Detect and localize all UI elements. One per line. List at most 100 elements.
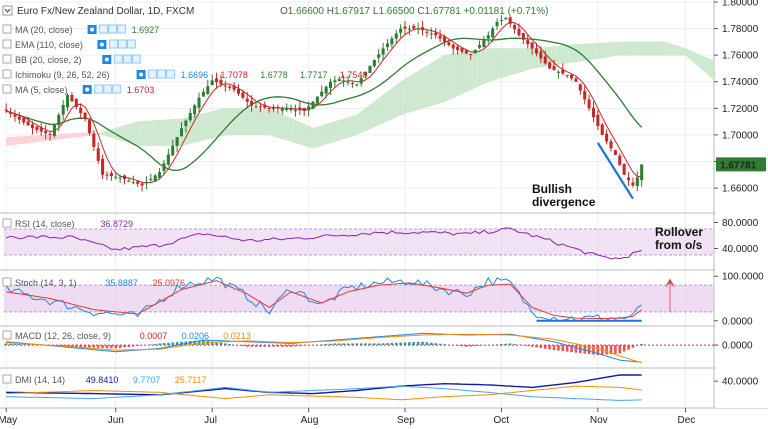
candle-body [320,91,324,97]
cloud-segment [154,120,160,146]
indicator-3-value: 1.6696 [181,70,209,80]
cloud-segment [264,108,270,136]
cloud-segment [431,60,436,107]
candle-body [35,126,39,130]
macd-legend-value: 0.0007 [140,331,168,341]
cloud-segment [558,45,564,65]
candle-body [236,89,241,94]
cloud-segment [606,42,612,58]
cloud-segment [562,45,568,65]
cloud-segment [409,73,415,113]
cloud-segment [321,123,327,146]
candle-body [48,133,52,135]
cloud-segment [76,132,81,138]
candle-body [425,31,429,33]
candle-body [17,116,21,120]
cloud-segment [115,126,121,141]
candle-body [574,78,578,82]
candle-body [399,28,403,33]
candle-body [456,46,460,51]
time-tick-label: Jun [108,415,124,426]
chart-header: Euro Fx/New Zealand Dollar, 1D, FXCM O1.… [2,5,548,17]
macd-pane [4,332,714,364]
candle-body [613,150,617,155]
cloud-segment [597,42,603,59]
cloud-segment [378,94,384,126]
candle-body [342,80,346,82]
indicator-3-eye-pupil [139,72,144,77]
cloud-segment [137,121,143,146]
candle-body [451,44,455,49]
candle-body [482,40,486,48]
collapse-icon[interactable] [2,5,13,16]
indicator-1-toggle-icon [2,39,12,49]
candle-body [394,33,398,39]
cloud-segment [303,123,309,148]
cloud-segment [496,48,502,80]
cloud-segment [5,137,11,146]
cloud-segment [84,132,90,137]
cloud-segment [80,132,86,137]
cloud-segment [216,109,222,138]
cloud-segment [396,81,401,118]
cloud-segment [483,48,489,85]
cloud-segment [637,41,642,56]
indicator-legend: MA (20, close) 1.6927 EMA (110, close) BB (… [2,24,367,385]
indicator-1-label: EMA (110, close) [15,40,83,50]
candle-body [618,155,622,165]
cloud-segment [10,136,16,146]
candle-body [447,42,451,46]
indicator-3-value: 1.7078 [220,70,248,80]
cloud-segment [698,53,704,71]
indicator-2-close-icon [122,54,132,64]
candle-body [52,124,56,136]
indicator-3-label: Ichimoku (9, 26, 52, 26) [15,70,110,80]
cloud-segment [343,117,349,140]
candle-body [631,182,635,186]
candle-body [390,38,394,45]
candle-body [232,85,236,90]
candle-body [13,114,17,117]
indicator-4-eye-pupil [85,87,90,92]
candle-body [508,17,512,24]
candle-body [526,40,530,45]
rsi-legend-label: RSI (14, close) [15,219,75,229]
candle-body [22,117,26,123]
cloud-segment [615,41,621,57]
cloud-segment [628,41,634,56]
indicator-2-label: BB (20, close, 2) [15,55,82,65]
dmi-legend-toggle-icon [2,374,12,384]
stoch-legend-value: 35.8887 [105,278,138,288]
rsi-pane [4,227,714,312]
cloud-segment [290,117,296,144]
candle-body [219,79,223,85]
indicator-2-eye-pupil [104,57,109,62]
indicator-2-more-icon [131,54,141,64]
cloud-segment [308,125,314,149]
candle-body [355,84,359,86]
cloud-segment [268,107,274,137]
di-minus-line [6,385,642,401]
time-tick-label: Nov [590,415,608,426]
cloud-segment [163,119,169,146]
candle-body [605,133,609,142]
candle-body [201,91,205,97]
cloud-segment [207,111,213,140]
time-tick-label: Sep [397,415,415,426]
cloud-segment [141,120,147,146]
price-tick-label: 1.80000 [722,0,759,9]
candle-body [105,174,109,176]
indicator-0-more-icon [117,24,127,34]
cloud-segment [246,108,252,136]
cloud-segment [400,78,406,116]
candle-body [267,107,271,109]
cloud-segment [619,41,625,56]
cloud-segment [422,65,428,109]
candle-body [298,107,302,111]
candle-body [302,107,306,111]
candle-body [149,178,153,180]
cloud-segment [203,112,209,141]
rollover-arrow-head [665,278,675,288]
indicator-3-toggle-icon [2,69,12,79]
